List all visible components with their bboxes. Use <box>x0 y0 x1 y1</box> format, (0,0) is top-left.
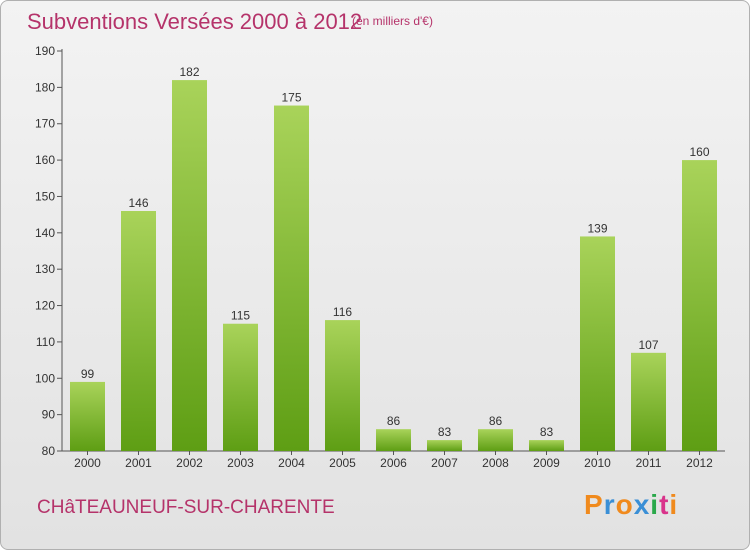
brand-letter: i <box>669 489 679 520</box>
x-tick-label: 2011 <box>636 456 662 470</box>
bar-2007 <box>427 440 462 451</box>
x-tick-label: 2008 <box>482 456 509 470</box>
y-tick-label: 160 <box>35 153 55 167</box>
data-label: 146 <box>128 196 148 210</box>
data-label: 107 <box>638 338 658 352</box>
chart-subtitle: (en milliers d'€) <box>352 14 433 28</box>
brand-letter: o <box>615 489 634 520</box>
data-label: 115 <box>231 309 250 323</box>
data-label: 116 <box>333 305 352 319</box>
data-label: 86 <box>387 414 401 428</box>
data-label: 86 <box>489 414 503 428</box>
chart-bars <box>70 80 717 451</box>
data-label: 139 <box>587 221 607 235</box>
bar-2006 <box>376 429 411 451</box>
data-label: 175 <box>281 91 301 105</box>
y-tick-label: 100 <box>35 371 55 385</box>
y-tick-label: 190 <box>35 44 55 58</box>
bar-2004 <box>274 105 309 451</box>
x-tick-label: 2004 <box>278 456 305 470</box>
bar-2008 <box>478 429 513 451</box>
bar-2000 <box>70 381 105 451</box>
data-label: 83 <box>540 425 554 439</box>
bar-2005 <box>325 320 360 451</box>
y-tick-label: 90 <box>42 408 56 422</box>
chart-labels: 99 2000 146 2001 182 2002 115 2003 175 2004 116 200… <box>74 65 713 470</box>
bar-2003 <box>223 323 258 451</box>
chart-axes: 80 90 100 110 120 130 140 150 160 170 180 190 <box>35 44 725 458</box>
y-tick-label: 150 <box>35 189 55 203</box>
x-tick-label: 2012 <box>686 456 713 470</box>
brand-logo: Proxiti <box>584 489 678 521</box>
brand-letter: i <box>650 489 660 520</box>
data-label: 182 <box>179 65 199 79</box>
y-tick-label: 140 <box>35 226 55 240</box>
y-tick-label: 110 <box>36 335 55 349</box>
y-tick-label: 180 <box>35 80 55 94</box>
x-tick-label: 2003 <box>227 456 254 470</box>
brand-letter: x <box>633 489 651 520</box>
chart-title: Subventions Versées 2000 à 2012 <box>27 9 363 34</box>
brand-letter: P <box>584 489 604 520</box>
bar-2012 <box>682 160 717 451</box>
x-tick-label: 2006 <box>380 456 407 470</box>
bar-2011 <box>631 352 666 451</box>
y-tick-label: 80 <box>42 444 56 458</box>
city-name: CHâTEAUNEUF-SUR-CHARENTE <box>37 497 335 518</box>
bar-2001 <box>121 211 156 451</box>
brand-letter: r <box>603 489 616 520</box>
bar-2009 <box>529 440 564 451</box>
y-tick-label: 170 <box>35 117 55 131</box>
x-tick-label: 2000 <box>74 456 101 470</box>
x-tick-label: 2010 <box>584 456 611 470</box>
x-tick-label: 2009 <box>533 456 560 470</box>
x-tick-label: 2005 <box>329 456 356 470</box>
brand-letter: t <box>659 489 670 520</box>
data-label: 160 <box>689 145 709 159</box>
x-tick-label: 2001 <box>125 456 152 470</box>
x-tick-label: 2002 <box>176 456 203 470</box>
bar-2010 <box>580 236 615 451</box>
x-tick-label: 2007 <box>431 456 458 470</box>
bar-2002 <box>172 80 207 451</box>
y-tick-label: 120 <box>35 299 55 313</box>
y-tick-label: 130 <box>35 262 55 276</box>
data-label: 83 <box>438 425 452 439</box>
data-label: 99 <box>81 367 95 381</box>
